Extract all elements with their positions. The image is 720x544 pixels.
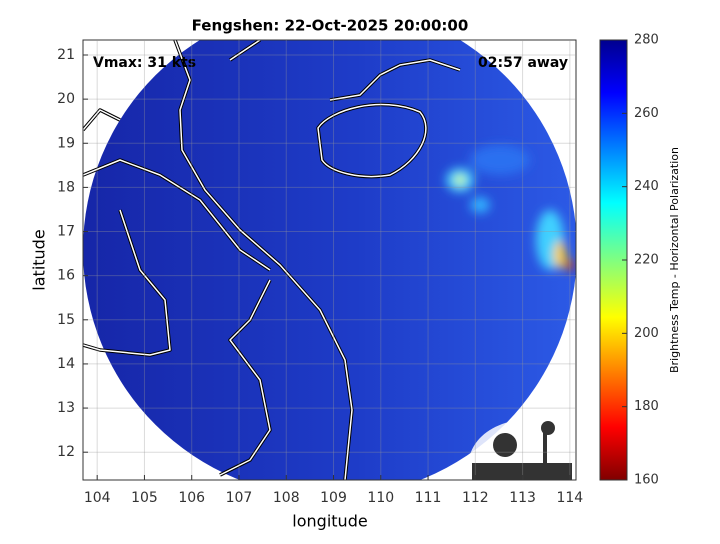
colorbar-tick-label: 220	[634, 253, 659, 268]
colorbar-tick-label: 180	[634, 399, 659, 414]
y-tick-label: 18	[57, 179, 75, 195]
logo	[470, 420, 572, 480]
x-tick-label: 105	[131, 490, 158, 506]
y-tick-label: 12	[57, 444, 75, 460]
y-tick-label: 17	[57, 224, 75, 240]
colorbar-tick-label: 200	[634, 326, 659, 341]
y-tick-label: 15	[57, 312, 75, 328]
x-tick-label: 109	[320, 490, 347, 506]
x-tick-label: 106	[178, 490, 205, 506]
y-tick-label: 21	[57, 47, 75, 63]
x-tick-label: 104	[84, 490, 111, 506]
y-tick-label: 16	[57, 268, 75, 284]
annotation: 02:57 away	[478, 55, 568, 71]
chart-title: Fengshen: 22-Oct-2025 20:00:00	[192, 17, 469, 35]
x-tick-label: 108	[273, 490, 300, 506]
x-tick-label: 111	[415, 490, 442, 506]
y-tick-label: 20	[57, 91, 75, 107]
colorbar-tick-label: 260	[634, 106, 659, 121]
y-tick-label: 13	[57, 400, 75, 416]
x-tick-label: 113	[509, 490, 536, 506]
colorbar-tick-label: 280	[634, 33, 659, 48]
colorbar-tick-label: 240	[634, 179, 659, 194]
colorbar-label: Brightness Temp - Horizontal Polarizatio…	[668, 147, 681, 373]
x-tick-label: 107	[226, 490, 253, 506]
y-axis-label: latitude	[30, 229, 49, 290]
x-axis-label: longitude	[292, 512, 367, 531]
x-tick-label: 110	[367, 490, 394, 506]
x-tick-label: 112	[462, 490, 489, 506]
colorbar-tick-label: 160	[634, 473, 659, 488]
y-tick-label: 19	[57, 135, 75, 151]
plot-frame	[82, 39, 577, 481]
y-tick-label: 14	[57, 356, 75, 372]
x-tick-label: 114	[556, 490, 583, 506]
swath	[83, 40, 576, 480]
annotation: Vmax: 31 kts	[93, 55, 196, 71]
